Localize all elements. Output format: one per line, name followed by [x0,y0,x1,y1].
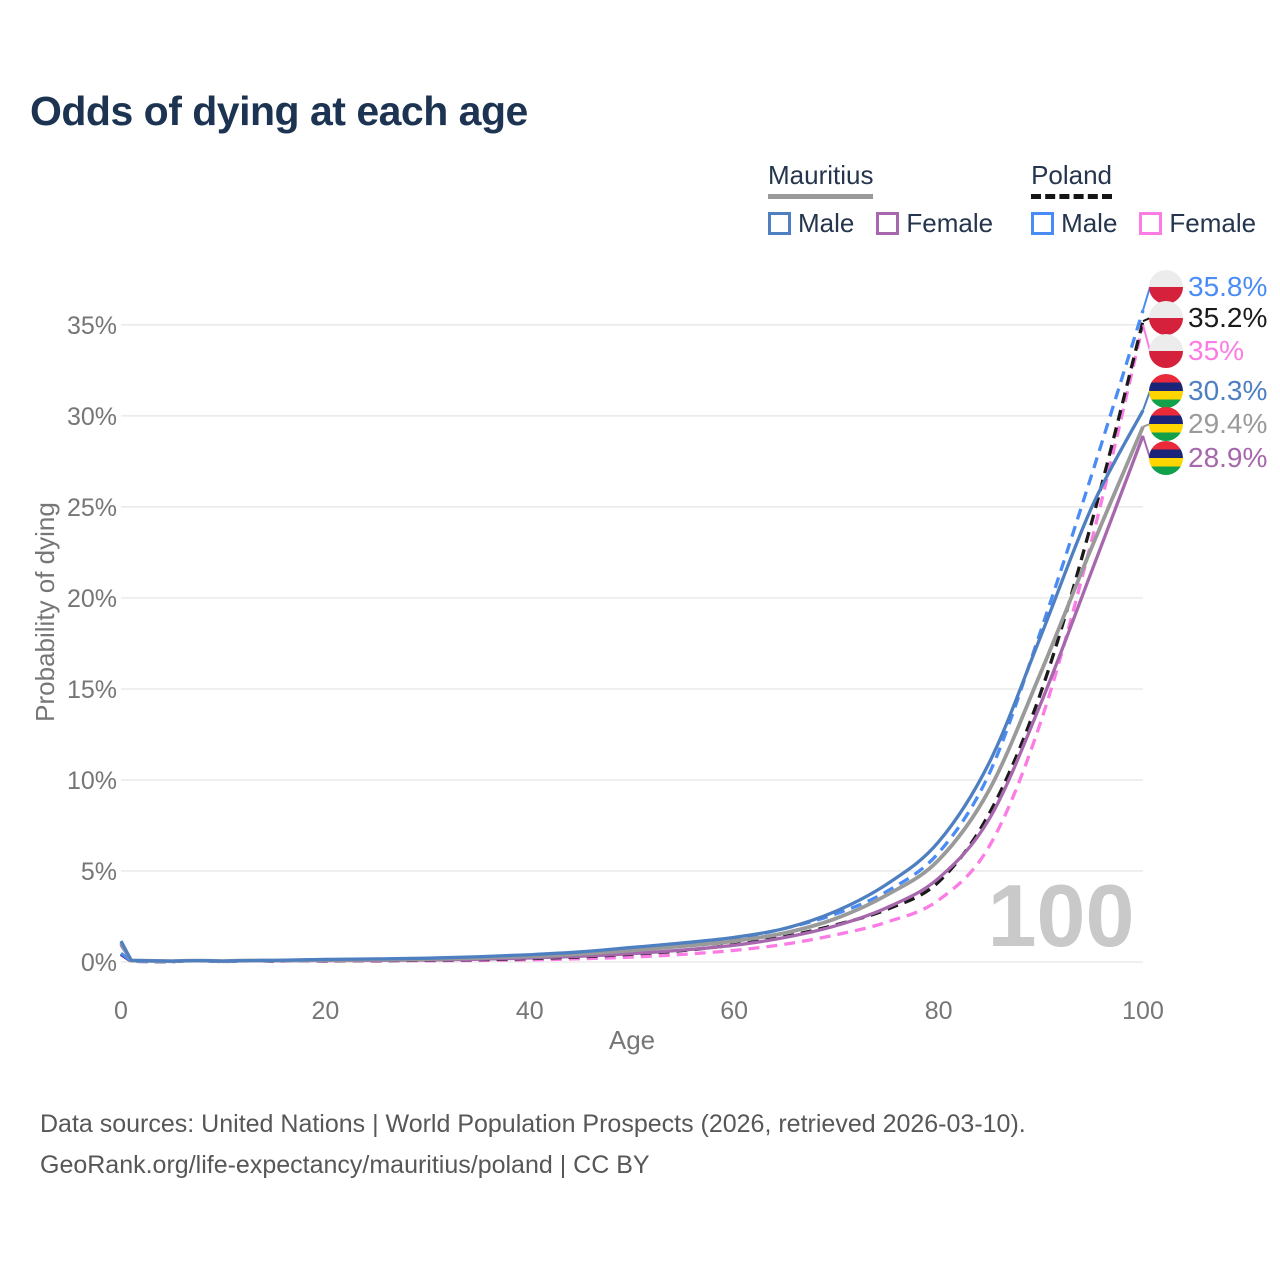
y-tick-label-0: 0% [81,949,117,977]
x-tick-label-60: 60 [720,997,748,1025]
mauritius-flag-icon [1149,441,1183,475]
y-tick-label-10: 10% [67,767,117,795]
footer-attribution: GeoRank.org/life-expectancy/mauritius/po… [40,1151,650,1179]
y-tick-label-35: 35% [67,312,117,340]
x-tick-label-40: 40 [516,997,544,1025]
legend-label: Male [798,208,855,238]
mauritius-flag-icon [1149,407,1183,441]
poland-flag-icon [1149,270,1183,304]
legend-item-mauritius-female: Female [876,208,993,239]
series-line-mauritius_male [119,409,1145,963]
footer-data-sources: Data sources: United Nations | World Pop… [40,1110,1026,1138]
end-label-mauritius_male: 30.3% [1188,375,1267,406]
legend-swatch-poland-female-icon [1139,212,1163,235]
y-tick-label-15: 15% [67,676,117,704]
legend-swatch-mauritius-female-icon [876,212,900,235]
x-tick-label-100: 100 [1122,997,1164,1025]
legend: Mauritius Male Female Poland Male [768,160,1256,239]
legend-label: Female [1169,208,1257,238]
series-line-poland_male [119,309,1145,964]
mauritius-flag-icon [1149,374,1183,408]
legend-group-title-poland: Poland [1031,160,1113,199]
legend-label: Female [906,208,994,238]
series-lines [119,309,1145,964]
legend-group-poland: Poland Male Female [1031,160,1256,239]
legend-swatch-mauritius-male-icon [768,212,791,235]
page-title: Odds of dying at each age [30,88,528,134]
end-label-mauritius_total: 29.4% [1188,408,1267,439]
y-tick-label-20: 20% [67,585,117,613]
end-label-poland_total: 35.2% [1188,302,1267,333]
end-label-connector-poland_female [1142,324,1151,352]
end-label-connector-poland_total [1142,317,1151,323]
y-tick-label-25: 25% [67,494,117,522]
legend-swatch-poland-male-icon [1031,212,1055,235]
footer: Data sources: United Nations | World Pop… [40,1104,1026,1186]
legend-label: Male [1061,208,1118,238]
legend-group-title-mauritius: Mauritius [768,160,874,199]
legend-item-poland-male: Male [1031,208,1117,239]
end-label-connector-poland_male [1142,286,1151,311]
end-label-poland_male: 35.8% [1188,271,1267,302]
y-tick-label-5: 5% [81,858,117,886]
x-tick-label-0: 0 [114,997,128,1025]
x-tick-label-80: 80 [925,997,953,1025]
x-tick-label-20: 20 [311,997,339,1025]
end-label-connector-mauritius_female [1142,435,1151,459]
y-tick-label-30: 30% [67,403,117,431]
line-chart: 100 35.8%35.2%35%30.3%29.4%28.9% 0%5%10%… [30,270,1267,1055]
watermark-age-100: 100 [988,866,1135,965]
end-label-connector-mauritius_total [1142,423,1151,428]
legend-item-poland-female: Female [1139,208,1256,239]
end-label-poland_female: 35% [1188,335,1244,366]
end-label-mauritius_female: 28.9% [1188,442,1267,473]
gridlines [121,324,1143,963]
end-labels: 35.8%35.2%35% 30.3%29.4%28.9% [1142,270,1267,475]
poland-flag-icon [1149,334,1183,368]
legend-group-mauritius: Mauritius Male Female [768,160,993,239]
y-axis-title: Probability of dying [30,502,60,722]
axis-ticks: 0% 5% 10% 15% 20% 25% 30% 35% 0 20 40 60 80 100 [67,312,1164,1025]
x-axis-title: Age [609,1025,655,1055]
poland-flag-icon [1149,301,1183,335]
end-label-connector-mauritius_male [1142,390,1151,411]
legend-item-mauritius-male: Male [768,208,854,239]
